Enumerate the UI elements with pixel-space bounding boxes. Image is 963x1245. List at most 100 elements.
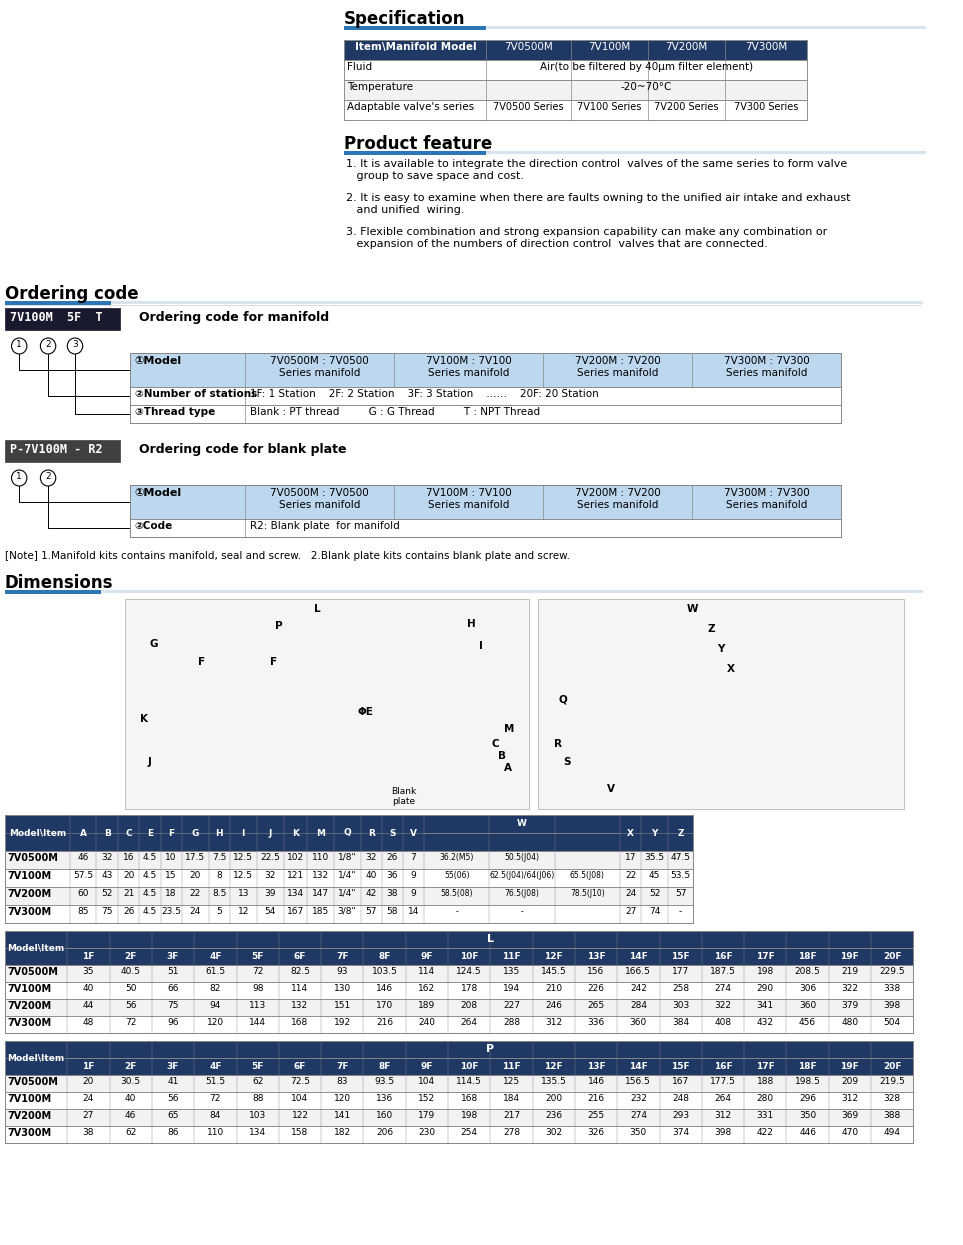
Text: 178: 178	[460, 984, 478, 994]
Text: 1: 1	[16, 340, 22, 349]
Text: 113: 113	[249, 1001, 267, 1010]
Text: 39: 39	[265, 889, 276, 898]
Text: 114: 114	[418, 967, 435, 976]
Text: Model\Item: Model\Item	[8, 1053, 65, 1062]
Text: 15F: 15F	[671, 1062, 690, 1071]
Text: 110: 110	[207, 1128, 224, 1137]
Text: 103.5: 103.5	[372, 967, 398, 976]
Text: 4.5: 4.5	[143, 889, 157, 898]
Text: 55(06): 55(06)	[444, 872, 469, 880]
Text: 182: 182	[334, 1128, 351, 1137]
Text: 103: 103	[249, 1111, 267, 1120]
Text: 122: 122	[292, 1111, 308, 1120]
Text: 8F: 8F	[378, 952, 391, 961]
Text: 72: 72	[125, 1018, 137, 1027]
Text: Adaptable valve's series: Adaptable valve's series	[347, 102, 474, 112]
Text: 290: 290	[757, 984, 774, 994]
Text: 7V0500M : 7V0500
Series manifold: 7V0500M : 7V0500 Series manifold	[271, 488, 369, 509]
Text: 156.5: 156.5	[625, 1077, 651, 1086]
Text: 206: 206	[376, 1128, 393, 1137]
Text: 7V200M: 7V200M	[8, 1001, 52, 1011]
Text: 4.5: 4.5	[143, 908, 157, 916]
Text: 388: 388	[883, 1111, 900, 1120]
Text: 40: 40	[365, 872, 377, 880]
Text: 398: 398	[883, 1001, 900, 1010]
Text: ①Model: ①Model	[135, 488, 182, 498]
Text: 194: 194	[503, 984, 520, 994]
Text: 50: 50	[125, 984, 137, 994]
Text: 146: 146	[376, 984, 393, 994]
Text: 179: 179	[418, 1111, 435, 1120]
Bar	[257, 815, 284, 852]
Text: L: L	[314, 604, 321, 614]
Text: 32: 32	[101, 853, 113, 862]
Text: X: X	[627, 828, 635, 838]
Text: 146: 146	[587, 1077, 605, 1086]
Text: 93.5: 93.5	[375, 1077, 395, 1086]
Text: ③Thread type: ③Thread type	[135, 407, 215, 417]
Text: 26: 26	[386, 853, 398, 862]
Bar	[360, 815, 381, 852]
Text: 18F: 18F	[798, 1062, 817, 1071]
Text: 374: 374	[672, 1128, 690, 1137]
Text: 379: 379	[842, 1001, 858, 1010]
Text: 40: 40	[83, 984, 94, 994]
Text: 14: 14	[407, 908, 419, 916]
Text: 2F: 2F	[124, 952, 137, 961]
Text: -: -	[679, 908, 683, 916]
Text: 41: 41	[168, 1077, 179, 1086]
Text: 264: 264	[460, 1018, 478, 1027]
Text: Air(to be filtered by 40μm filter element): Air(to be filtered by 40μm filter elemen…	[540, 62, 753, 72]
Bar	[284, 815, 306, 852]
Text: 227: 227	[503, 1001, 520, 1010]
Text: 9: 9	[410, 872, 416, 880]
Text: 75: 75	[101, 908, 113, 916]
Text: ②Code: ②Code	[135, 520, 172, 532]
Bar	[209, 815, 230, 852]
Text: 51.5: 51.5	[205, 1077, 225, 1086]
Text: 7V0500M: 7V0500M	[8, 1077, 59, 1087]
Text: 18F: 18F	[798, 952, 817, 961]
Bar	[5, 833, 693, 852]
Text: 158: 158	[292, 1128, 308, 1137]
Text: C: C	[125, 828, 132, 838]
Text: 20: 20	[83, 1077, 94, 1086]
Text: 56: 56	[125, 1001, 137, 1010]
Text: 24: 24	[625, 889, 637, 898]
Bar	[130, 519, 842, 537]
Text: ①Model: ①Model	[135, 356, 182, 366]
Text: Z: Z	[677, 828, 684, 838]
Bar	[486, 151, 963, 154]
Text: J: J	[147, 757, 151, 767]
Bar	[5, 947, 913, 965]
Text: 240: 240	[418, 1018, 435, 1027]
Text: 200: 200	[545, 1094, 562, 1103]
Text: -: -	[521, 908, 524, 916]
Text: H: H	[467, 619, 476, 629]
Text: 312: 312	[545, 1018, 562, 1027]
Bar	[344, 80, 807, 100]
Text: 7V0500M: 7V0500M	[8, 967, 59, 977]
Text: 369: 369	[842, 1111, 858, 1120]
Text: 3F: 3F	[167, 952, 179, 961]
Text: 350: 350	[630, 1128, 647, 1137]
Text: 35.5: 35.5	[644, 853, 664, 862]
Text: 7V100 Series: 7V100 Series	[578, 102, 641, 112]
Text: 187.5: 187.5	[710, 967, 736, 976]
Text: 322: 322	[715, 1001, 732, 1010]
Bar	[5, 815, 693, 833]
Text: 11F: 11F	[502, 952, 521, 961]
Text: 32: 32	[265, 872, 275, 880]
Bar	[182, 815, 209, 852]
Text: Y: Y	[652, 828, 658, 838]
Text: Y: Y	[717, 644, 725, 654]
Text: 4.5: 4.5	[143, 872, 157, 880]
Text: 7V300M : 7V300
Series manifold: 7V300M : 7V300 Series manifold	[724, 356, 810, 377]
Text: 66: 66	[168, 984, 179, 994]
Bar	[668, 815, 693, 852]
Text: 10F: 10F	[460, 1062, 479, 1071]
Text: 13: 13	[238, 889, 249, 898]
Text: V: V	[410, 828, 417, 838]
Text: S: S	[563, 757, 571, 767]
Text: 208: 208	[460, 1001, 478, 1010]
